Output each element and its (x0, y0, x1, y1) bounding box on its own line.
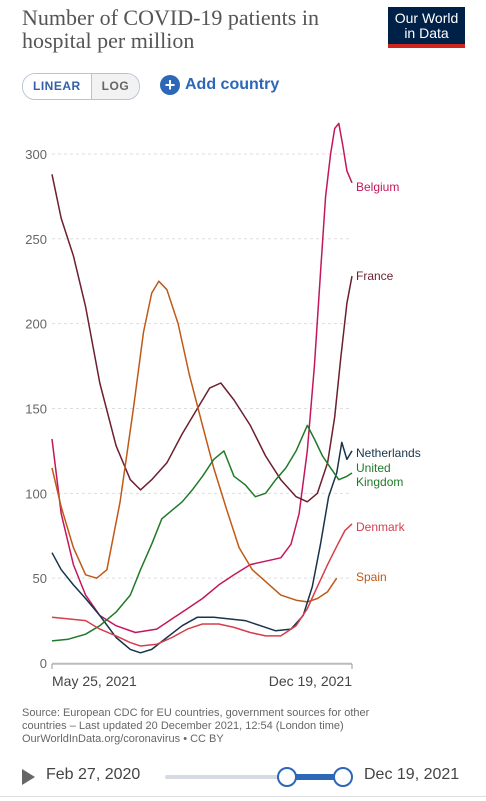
source-note: Source: European CDC for EU countries, g… (22, 707, 442, 746)
timeline-end-label: Dec 19, 2021 (364, 766, 460, 783)
y-axis-ticks: 0 50 100 150 200 250 300 (25, 147, 47, 671)
y-tick-label: 50 (33, 571, 47, 586)
add-country-label: Add country (185, 76, 280, 93)
y-tick-label: 300 (25, 147, 47, 162)
series-line-france[interactable] (51, 174, 353, 503)
label-denmark[interactable]: Denmark (356, 520, 406, 534)
log-scale-button[interactable]: LOG (91, 74, 140, 99)
timeline-start-label: Feb 27, 2020 (46, 766, 141, 783)
label-spain[interactable]: Spain (356, 570, 387, 584)
add-country-button[interactable]: + Add country (160, 73, 279, 97)
source-line-1: Source: European CDC for EU countries, g… (22, 707, 370, 719)
chart-title: Number of COVID-19 patients in hospital … (22, 5, 319, 53)
grid-lines (52, 153, 352, 664)
timeline-track[interactable] (165, 775, 342, 779)
y-tick-label: 200 (25, 317, 47, 332)
tab-bar-edge (0, 796, 486, 801)
series-lines (51, 122, 353, 654)
label-netherlands[interactable]: Netherlands (356, 446, 421, 460)
scale-toggle: LINEAR LOG (22, 73, 141, 100)
series-line-denmark[interactable] (51, 523, 353, 647)
y-tick-label: 250 (25, 232, 47, 247)
source-line-3[interactable]: OurWorldInData.org/coronavirus • CC BY (22, 733, 224, 745)
timeline-selected-range (286, 774, 342, 780)
logo-line-1: Our World (394, 10, 459, 26)
series-line-netherlands[interactable] (51, 441, 353, 654)
owid-logo[interactable]: Our World in Data (388, 7, 465, 48)
label-france[interactable]: France (356, 269, 394, 283)
source-line-2: countries – Last updated 20 December 202… (22, 720, 344, 732)
logo-line-2: in Data (404, 25, 449, 41)
play-icon[interactable] (22, 769, 35, 785)
label-belgium[interactable]: Belgium (356, 180, 399, 194)
series-line-united-kingdom[interactable] (51, 424, 353, 642)
linear-scale-button[interactable]: LINEAR (23, 74, 92, 99)
y-tick-label: 150 (25, 401, 47, 416)
label-united-kingdom-line2[interactable]: Kingdom (356, 475, 403, 489)
timeline: Feb 27, 2020 Dec 19, 2021 (0, 760, 486, 794)
x-tick-label: Dec 19, 2021 (269, 673, 352, 689)
plus-icon: + (160, 75, 180, 95)
y-tick-label: 100 (25, 486, 47, 501)
line-chart: 0 50 100 150 200 250 300 May 25, 2021 Dec 19, 2… (25, 122, 421, 689)
series-line-spain[interactable] (51, 280, 338, 603)
timeline-start-handle[interactable] (277, 767, 297, 787)
timeline-end-handle[interactable] (333, 767, 353, 787)
series-labels: Belgium France Netherlands United Kingdo… (356, 180, 421, 584)
series-line-belgium[interactable] (51, 122, 353, 634)
label-united-kingdom-line1[interactable]: United (356, 461, 391, 475)
y-tick-label: 0 (40, 656, 47, 671)
x-axis: May 25, 2021 Dec 19, 2021 (51, 663, 353, 689)
x-tick-label: May 25, 2021 (52, 673, 137, 689)
